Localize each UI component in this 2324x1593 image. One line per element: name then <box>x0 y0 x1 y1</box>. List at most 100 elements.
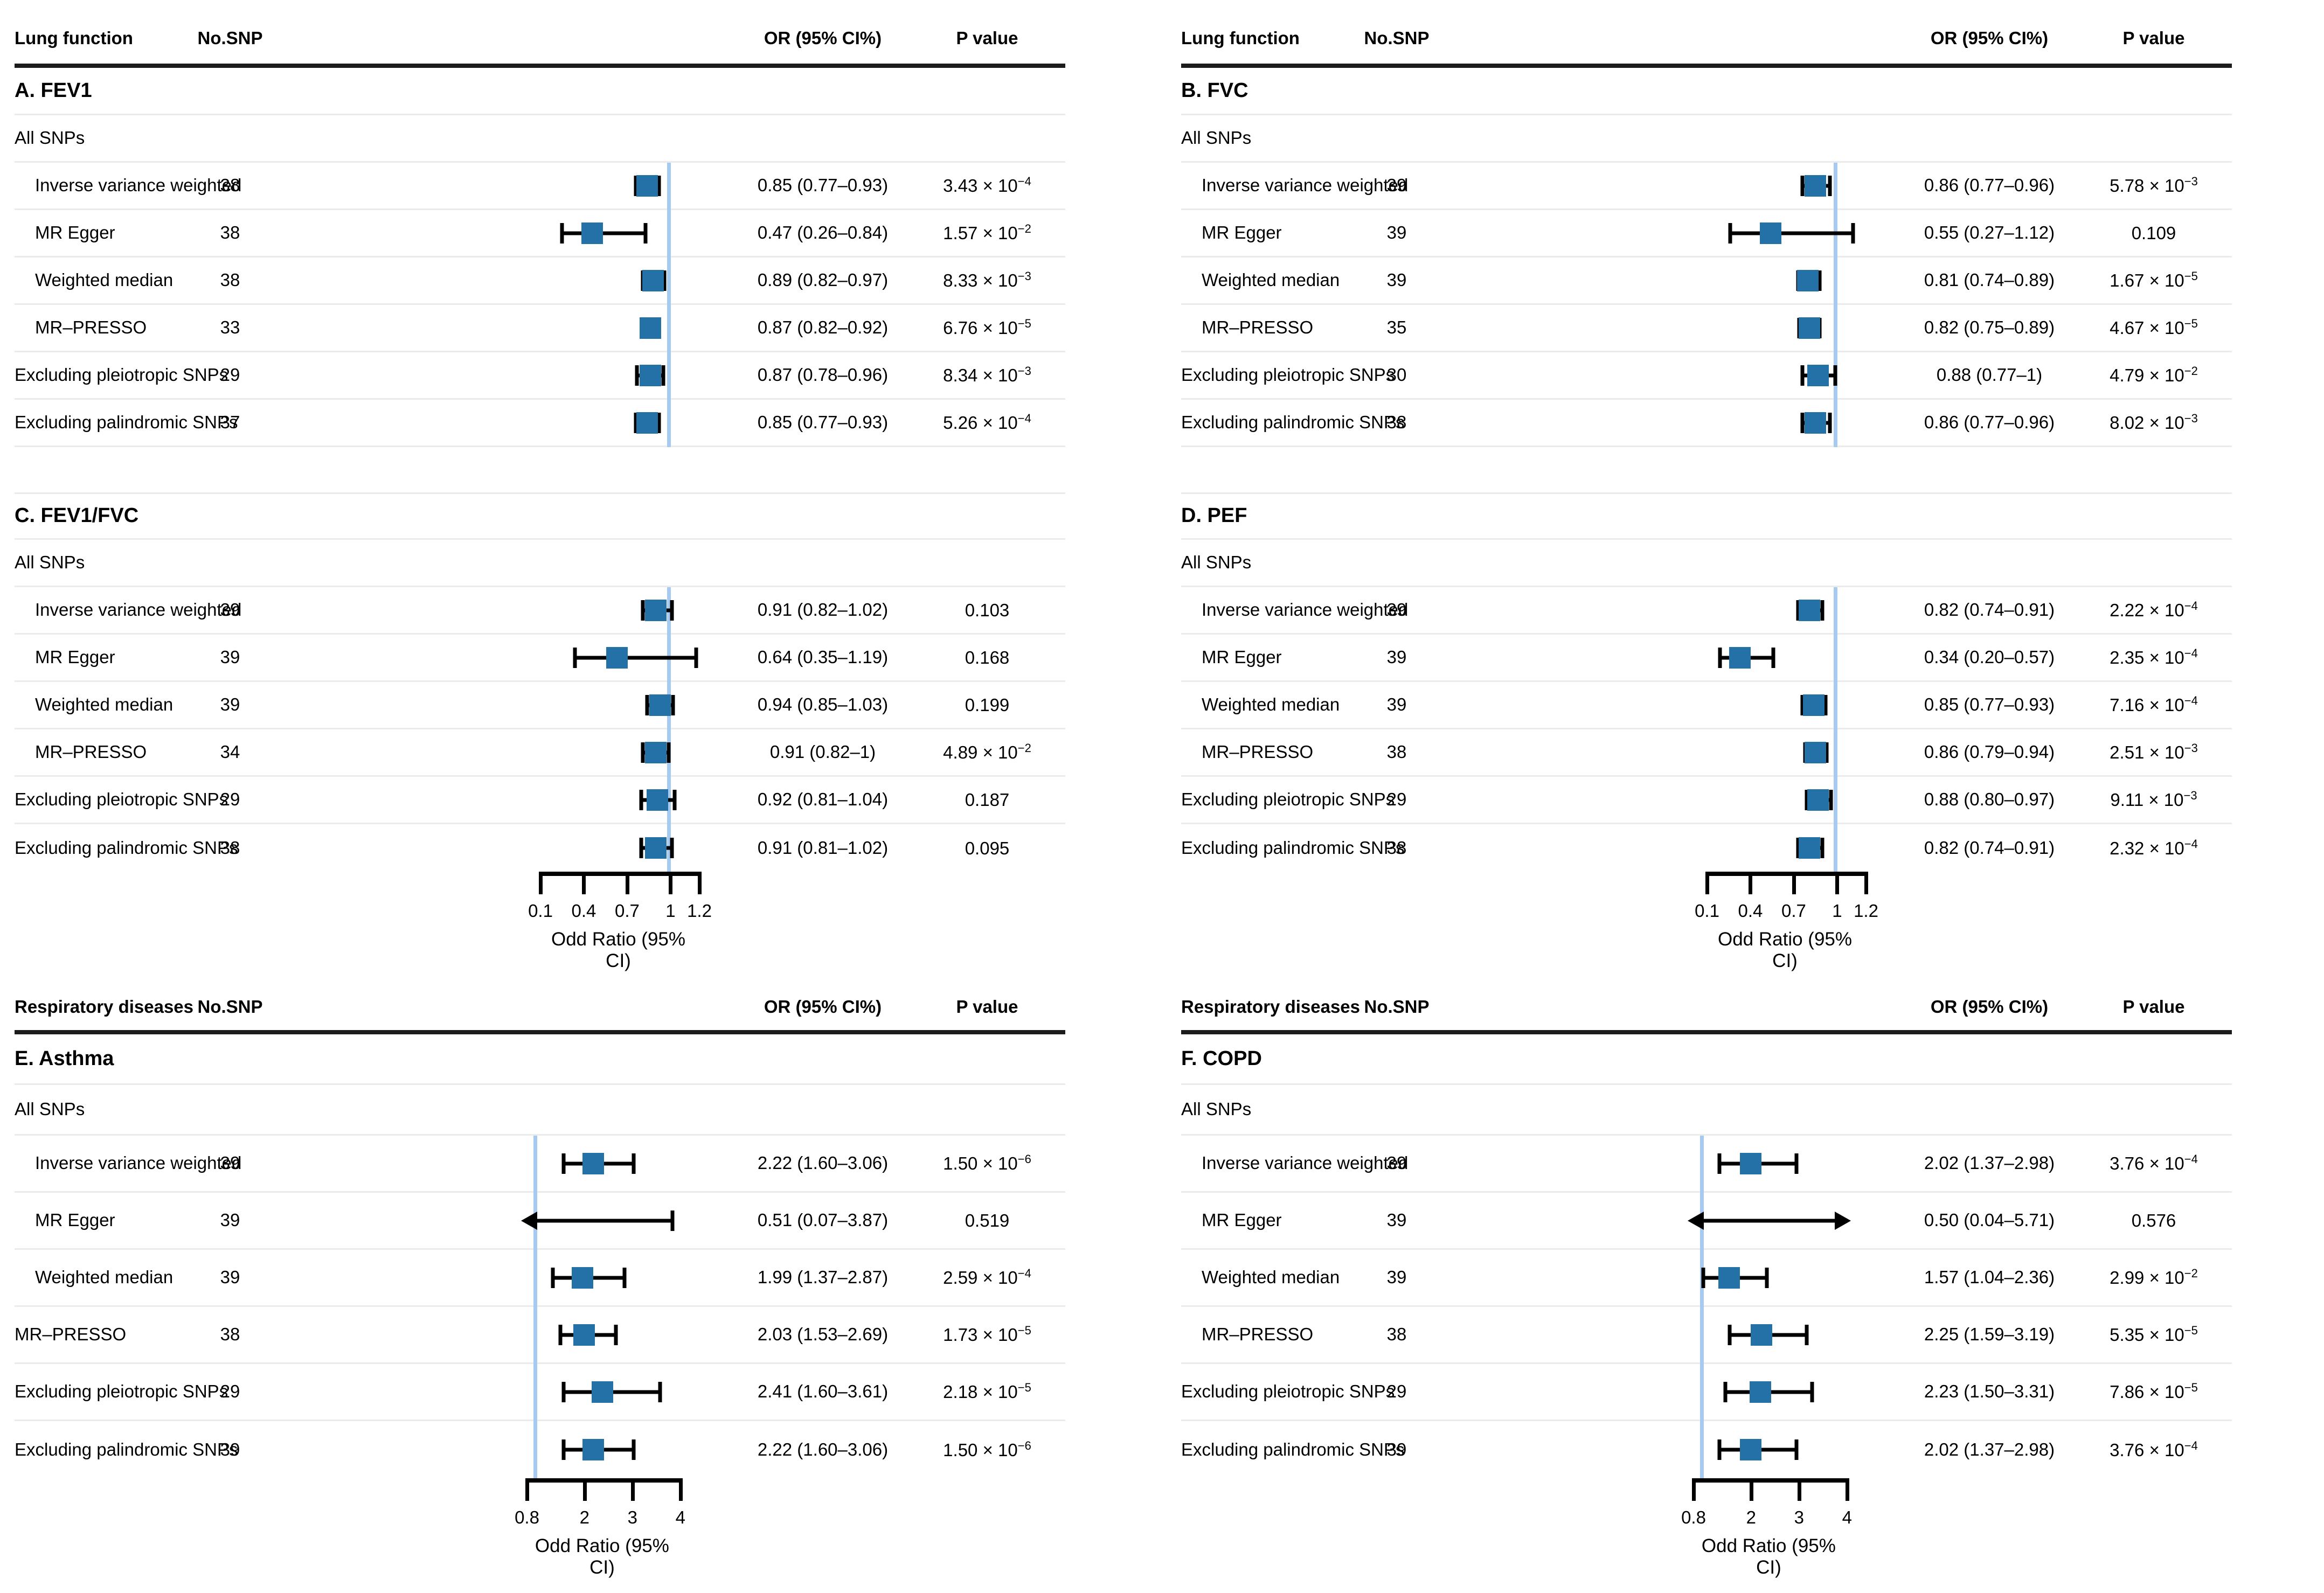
column-header-group: Lung function <box>1181 27 1300 48</box>
forest-plot-cell <box>1451 1307 1903 1362</box>
forest-plot-cell <box>284 1193 737 1248</box>
section-subtitle: All SNPs <box>1181 128 1252 148</box>
p-value: 8.02 × 10−3 <box>2076 412 2232 433</box>
ci-cap-left <box>1718 647 1722 668</box>
quadrant: Respiratory diseases No.SNP OR (95% CI%) P … <box>1181 978 2232 1578</box>
or-value: 0.87 (0.78–0.96) <box>757 365 889 385</box>
p-value-exponent: −5 <box>2184 317 2198 331</box>
method-label: Excluding palindromic SNPs <box>1181 837 1405 858</box>
method-label: Excluding pleiotropic SNPs <box>1181 365 1395 385</box>
forest-plot-cell <box>284 729 737 775</box>
column-header-spacer <box>1451 13 1903 64</box>
snp-count: 39 <box>1386 694 1407 715</box>
or-value: 0.92 (0.81–1.04) <box>757 789 889 810</box>
p-value-mantissa: 3.76 × 10 <box>2110 1153 2184 1174</box>
point-estimate-marker <box>646 789 668 811</box>
forest-plot-cell <box>284 682 737 728</box>
column-header-group: Lung function <box>15 27 133 48</box>
point-estimate-marker <box>1718 1267 1740 1289</box>
point-estimate-marker <box>1807 789 1829 811</box>
quadrant: Lung function No.SNP OR (95% CI%) P value A.… <box>15 8 1065 971</box>
ci-cap-right <box>632 1153 636 1174</box>
ci-cap-right <box>670 838 674 858</box>
p-value: 2.99 × 10−2 <box>2076 1267 2232 1288</box>
p-value-mantissa: 1.50 × 10 <box>943 1439 1018 1460</box>
table-row: Weighted median 38 0.89 (0.82–0.97) 8.33 × … <box>15 258 1065 305</box>
table-row: Weighted median 39 1.57 (1.04–2.36) 2.99 × … <box>1181 1250 2232 1307</box>
ci-cap-right <box>694 647 698 668</box>
table-row: MR–PRESSO 33 0.87 (0.82–0.92) 6.76 × 10−5 <box>15 305 1065 352</box>
method-label: Inverse variance weighted <box>35 175 242 196</box>
ci-cap-right <box>1828 175 1832 196</box>
column-header-or: OR (95% CI%) <box>764 996 882 1017</box>
ci-line <box>532 1219 673 1222</box>
forest-plot-cell <box>284 210 737 256</box>
column-header-snp: No.SNP <box>197 996 263 1017</box>
axis-title: Odd Ratio (95% CI) <box>1717 929 1853 971</box>
method-label: Excluding palindromic SNPs <box>15 412 238 433</box>
or-value: 2.02 (1.37–2.98) <box>1924 1153 2055 1173</box>
p-value-exponent: −4 <box>1017 1267 1031 1281</box>
axis-tick <box>582 872 586 894</box>
table-row: MR–PRESSO 38 2.03 (1.53–2.69) 1.73 × 10−5 <box>15 1307 1065 1364</box>
axis-tick-label: 1.2 <box>687 901 712 921</box>
snp-count: 39 <box>220 1210 240 1230</box>
ci-cap-left <box>639 789 643 810</box>
table-row: Inverse variance weighted 38 0.85 (0.77–0.… <box>15 163 1065 210</box>
or-value: 2.25 (1.59–3.19) <box>1924 1324 2055 1345</box>
or-value: 0.88 (0.77–1) <box>1936 365 2043 385</box>
ci-cap-right <box>622 1267 627 1288</box>
forest-plot-cell <box>1451 682 1903 728</box>
forest-plot-cell <box>284 305 737 351</box>
forest-rows: Inverse variance weighted 39 0.91 (0.82–1.… <box>15 587 1065 874</box>
or-value: 1.99 (1.37–2.87) <box>757 1267 889 1288</box>
ci-cap-left <box>1717 1439 1722 1460</box>
point-estimate-marker <box>606 646 628 669</box>
axis-title: Odd Ratio (95% CI) <box>1701 1535 1836 1578</box>
or-value: 0.51 (0.07–3.87) <box>757 1210 889 1230</box>
table-row: Inverse variance weighted 39 2.02 (1.37–2.… <box>1181 1136 2232 1193</box>
method-label: MR Egger <box>35 647 115 667</box>
section-title: E. Asthma <box>15 1047 114 1070</box>
or-value: 0.55 (0.27–1.12) <box>1924 222 2055 243</box>
p-value-mantissa: 1.50 × 10 <box>943 1153 1018 1174</box>
ci-cap-right <box>1771 647 1775 668</box>
axis-tick-label: 0.4 <box>1738 901 1763 921</box>
axis-tick-label: 1 <box>1832 901 1842 921</box>
axis-tick <box>1749 1478 1753 1501</box>
column-header-row: Lung function No.SNP OR (95% CI%) P value <box>1181 8 2232 68</box>
forest-plot-cell <box>284 258 737 303</box>
p-value: 2.18 × 10−5 <box>909 1381 1065 1402</box>
section-title-row: E. Asthma <box>15 1034 1065 1085</box>
table-row: Inverse variance weighted 39 0.91 (0.82–1.… <box>15 587 1065 635</box>
p-value: 1.73 × 10−5 <box>909 1324 1065 1345</box>
axis-tick-label: 0.1 <box>528 901 553 921</box>
point-estimate-marker <box>1799 599 1821 621</box>
table-row: Excluding palindromic SNPs 39 2.02 (1.37–2… <box>1181 1421 2232 1478</box>
axis-tick <box>539 872 543 894</box>
p-value-mantissa: 5.35 × 10 <box>2110 1325 2184 1345</box>
ci-cap-right <box>662 270 667 291</box>
point-estimate-marker <box>1759 222 1781 244</box>
table-row: Excluding pleiotropic SNPs 29 0.87 (0.78–0… <box>15 352 1065 400</box>
or-value: 0.47 (0.26–0.84) <box>757 222 889 243</box>
p-value: 5.35 × 10−5 <box>2076 1324 2232 1345</box>
column-header-spacer <box>1451 984 1903 1030</box>
forest-plot-cell <box>284 777 737 823</box>
p-value: 8.33 × 10−3 <box>909 270 1065 290</box>
column-header-pvalue: P value <box>956 27 1018 48</box>
or-value: 0.81 (0.74–0.89) <box>1924 270 2055 290</box>
p-value: 2.22 × 10−4 <box>2076 600 2232 620</box>
p-value-exponent: −4 <box>2184 837 2198 851</box>
ci-cap-right <box>670 1210 675 1231</box>
or-value: 0.64 (0.35–1.19) <box>757 647 889 667</box>
axis-line <box>1705 872 1869 876</box>
snp-count: 29 <box>220 365 240 385</box>
ci-cap-left <box>645 694 649 715</box>
ci-cap-left <box>1805 789 1809 810</box>
axis-tick-label: 0.1 <box>1695 901 1719 921</box>
method-label: MR Egger <box>35 1210 115 1230</box>
p-value-mantissa: 8.02 × 10 <box>2110 413 2184 433</box>
table-row: Weighted median 39 0.94 (0.85–1.03) 0.199 <box>15 682 1065 729</box>
snp-count: 33 <box>220 317 240 338</box>
